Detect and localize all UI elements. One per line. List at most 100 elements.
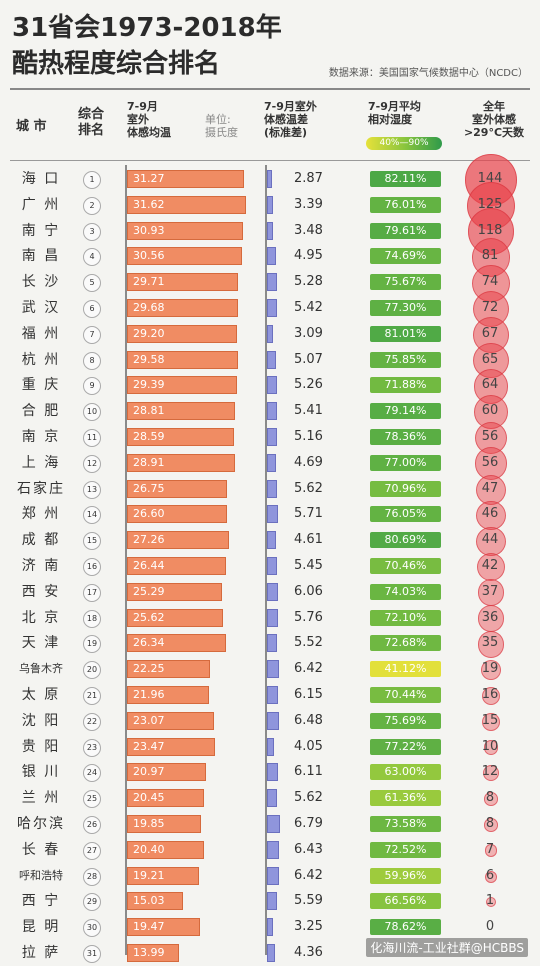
std-value: 3.09 [294, 325, 323, 341]
city-name: 广 州 [21, 196, 61, 213]
rank-badge: 18 [83, 609, 101, 628]
city-name: 重 庆 [21, 377, 61, 394]
temp-value: 20.97 [133, 765, 165, 779]
days-value: 74 [481, 274, 499, 290]
std-value: 4.36 [294, 945, 323, 960]
table-row: 石家庄 13 26.75 5.62 70.96% 47 [0, 474, 540, 505]
rank-badge: 15 [83, 532, 101, 551]
days-value: 16 [481, 687, 499, 702]
temp-value: 19.21 [133, 868, 165, 882]
humidity-value: 72.68% [370, 635, 441, 652]
table-row: 昆 明 30 19.47 3.25 78.62% 0 [0, 914, 540, 940]
days-value: 72 [481, 300, 499, 315]
temp-value: 25.62 [133, 610, 165, 624]
std-value: 6.42 [294, 661, 323, 677]
days-value: 44 [481, 532, 499, 548]
days-circle [482, 765, 500, 782]
temp-value: 31.62 [133, 197, 165, 211]
temp-value: 19.47 [133, 920, 165, 934]
humidity-value: 70.46% [370, 558, 441, 574]
city-name: 石家庄 [17, 480, 65, 497]
humidity-value: 72.52% [370, 841, 441, 858]
std-value: 6.79 [294, 816, 323, 831]
rank-badge: 11 [83, 429, 101, 447]
city-name: 成 都 [21, 532, 61, 549]
temp-bar [127, 918, 200, 937]
humidity-value: 66.56% [370, 893, 441, 910]
humidity-value: 63.00% [370, 764, 441, 781]
city-name: 昆 明 [21, 919, 61, 936]
days-circle [483, 740, 499, 756]
humidity-value: 76.01% [370, 196, 441, 213]
rank-badge: 6 [83, 300, 101, 318]
table-row: 重 庆 9 29.39 5.26 71.88% 64 [0, 369, 540, 404]
table-row: 合 肥 10 28.81 5.41 79.14% 60 [0, 395, 540, 430]
city-name: 哈尔滨 [17, 816, 65, 832]
humidity-value: 41.12% [370, 661, 441, 678]
temp-bar [127, 195, 246, 214]
table-row: 武 汉 6 29.68 5.42 77.30% 72 [0, 290, 540, 328]
temp-bar [127, 453, 236, 472]
temp-value: 23.07 [133, 713, 165, 727]
header-rank: 综合 排名 [78, 107, 105, 138]
humidity-range-legend: 40%—90% [366, 137, 442, 150]
city-name: 长 春 [21, 841, 61, 858]
table-row: 杭 州 8 29.58 5.07 75.85% 65 [0, 343, 540, 379]
humidity-value: 77.22% [370, 738, 441, 755]
humidity-value: 79.14% [370, 403, 441, 420]
temp-value: 30.56 [133, 249, 165, 263]
days-value: 8 [485, 816, 495, 831]
rank-badge: 12 [83, 454, 101, 473]
days-value: 35 [481, 635, 499, 651]
city-name: 济 南 [21, 558, 61, 574]
std-bar [267, 453, 276, 472]
table-row: 郑 州 14 26.60 5.71 76.05% 46 [0, 500, 540, 531]
std-value: 4.05 [294, 738, 323, 754]
temp-value: 29.71 [133, 275, 165, 289]
std-value: 6.15 [294, 687, 323, 702]
humidity-value: 71.88% [370, 377, 441, 394]
city-name: 乌鲁木齐 [19, 662, 63, 676]
table-row: 乌鲁木齐 20 22.25 6.42 41.12% 19 [0, 656, 540, 682]
table-row: 沈 阳 22 23.07 6.48 75.69% 15 [0, 708, 540, 734]
temp-bar [127, 660, 211, 679]
std-value: 6.06 [294, 583, 323, 599]
days-value: 6 [485, 867, 495, 883]
std-value: 5.59 [294, 893, 323, 909]
humidity-value: 78.36% [370, 429, 441, 445]
std-bar [267, 944, 276, 962]
table-row: 北 京 18 25.62 5.76 72.10% 36 [0, 605, 540, 632]
humidity-value: 77.30% [370, 300, 441, 316]
std-bar [267, 557, 278, 575]
std-value: 5.07 [294, 351, 323, 367]
chart-title: 31省会1973-2018年 酷热程度综合排名 [12, 10, 282, 82]
std-axis-line [265, 165, 267, 955]
city-name: 北 京 [21, 609, 61, 626]
days-value: 10 [481, 738, 499, 754]
humidity-value: 82.11% [370, 171, 441, 187]
rank-badge: 27 [83, 841, 101, 860]
city-name: 西 宁 [21, 893, 61, 910]
table-row: 天 津 19 26.34 5.52 72.68% 35 [0, 630, 540, 658]
city-name: 太 原 [21, 687, 61, 703]
humidity-value: 80.69% [370, 532, 441, 549]
rank-badge: 13 [83, 480, 101, 499]
std-bar [267, 660, 279, 679]
days-value: 8 [485, 790, 495, 806]
std-bar [267, 608, 278, 627]
std-bar [267, 505, 278, 524]
std-bar [267, 815, 280, 833]
table-row: 贵 阳 23 23.47 4.05 77.22% 10 [0, 734, 540, 760]
city-name: 杭 州 [21, 351, 61, 368]
rank-badge: 20 [83, 661, 101, 680]
std-value: 4.69 [294, 454, 323, 470]
temp-bar [127, 376, 238, 395]
days-circle [476, 500, 506, 531]
humidity-value: 79.61% [370, 222, 441, 239]
std-bar [267, 840, 279, 859]
days-value: 42 [481, 558, 499, 573]
days-value: 1 [485, 893, 495, 909]
days-value: 12 [481, 764, 499, 780]
city-name: 兰 州 [21, 790, 61, 807]
temp-value: 26.44 [133, 559, 165, 572]
